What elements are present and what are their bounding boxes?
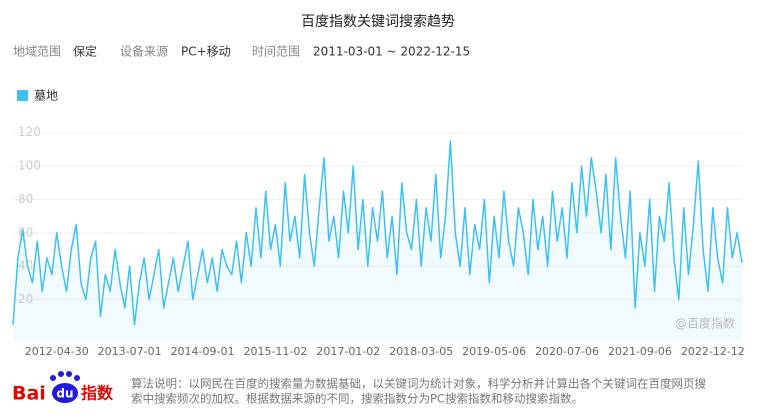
legend-label: 墓地 — [34, 89, 58, 103]
chart-title: 百度指数关键词搜索趋势 — [301, 13, 455, 30]
y-tick-label: 120 — [18, 125, 41, 139]
x-tick-label: 2019-05-06 — [462, 345, 526, 358]
x-tick-label: 2012-04-30 — [25, 345, 89, 358]
logo-text: 指数 — [81, 384, 114, 403]
filter-label: 地域范围 — [13, 45, 61, 59]
watermark: @百度指数 — [675, 316, 735, 331]
x-tick-label: 2014-09-01 — [171, 345, 235, 358]
filter-value: PC+移动 — [181, 45, 231, 59]
x-tick-label: 2015-11-02 — [243, 345, 307, 358]
y-tick-label: 60 — [18, 225, 33, 239]
x-tick-label: 2017-01-02 — [316, 345, 380, 358]
footnote: 索中搜索频次的加权。根据数据来源的不同，搜索指数分为PC搜索指数和移动搜索指数。 — [131, 392, 583, 406]
filter-value: 保定 — [73, 44, 97, 59]
filter-value: 2011-03-01 ~ 2022-12-15 — [313, 45, 470, 59]
area — [13, 141, 742, 341]
line — [12, 140, 743, 326]
x-tick-label: 2020-07-06 — [535, 345, 599, 358]
logo-text: Bai — [12, 383, 46, 405]
filter-label: 时间范围 — [252, 45, 300, 59]
y-tick-label: 40 — [18, 259, 33, 273]
x-tick-label: 2018-03-05 — [389, 345, 453, 358]
x-tick-label: 2021-09-06 — [608, 345, 672, 358]
legend-swatch — [17, 90, 28, 101]
logo-paw — [50, 371, 80, 403]
y-tick-label: 100 — [18, 159, 41, 173]
y-tick-label: 20 — [18, 292, 33, 306]
y-tick-label: 80 — [18, 192, 33, 206]
x-tick-label: 2013-07-01 — [98, 345, 162, 358]
footnote: 算法说明：以网民在百度的搜索量为数据基础，以关键词为统计对象，科学分析并计算出各… — [131, 377, 706, 391]
filter-label: 设备来源 — [120, 45, 168, 59]
logo-text: du — [56, 387, 73, 401]
x-tick-label: 2022-12-12 — [681, 345, 745, 358]
